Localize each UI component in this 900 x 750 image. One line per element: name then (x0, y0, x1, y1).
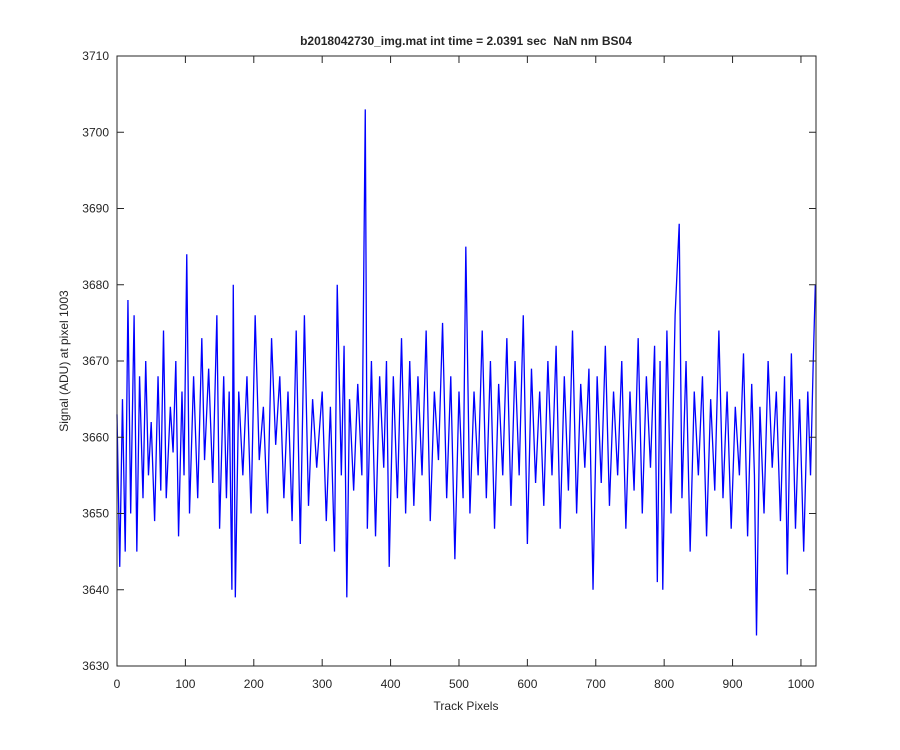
y-tick-label: 3650 (82, 507, 109, 521)
y-tick-label: 3660 (82, 430, 109, 444)
x-tick-label: 100 (175, 677, 195, 691)
y-tick-label: 3700 (82, 125, 109, 139)
x-tick-label: 400 (381, 677, 401, 691)
y-tick-label: 3670 (82, 354, 109, 368)
y-tick-label: 3710 (82, 49, 109, 63)
x-tick-label: 300 (312, 677, 332, 691)
x-tick-label: 900 (723, 677, 743, 691)
y-tick-label: 3630 (82, 659, 109, 673)
x-tick-label: 800 (654, 677, 674, 691)
y-axis-label: Signal (ADU) at pixel 1003 (57, 290, 71, 432)
x-tick-label: 500 (449, 677, 469, 691)
data-line (116, 109, 816, 636)
x-tick-label: 600 (517, 677, 537, 691)
x-axis-label: Track Pixels (434, 699, 499, 713)
x-tick-label: 1000 (788, 677, 815, 691)
y-tick-label: 3690 (82, 202, 109, 216)
x-tick-label: 700 (586, 677, 606, 691)
y-tick-label: 3680 (82, 278, 109, 292)
x-tick-label: 200 (244, 677, 264, 691)
chart-title: b2018042730_img.mat int time = 2.0391 se… (300, 34, 632, 48)
x-tick-label: 0 (114, 677, 121, 691)
y-tick-label: 3640 (82, 583, 109, 597)
